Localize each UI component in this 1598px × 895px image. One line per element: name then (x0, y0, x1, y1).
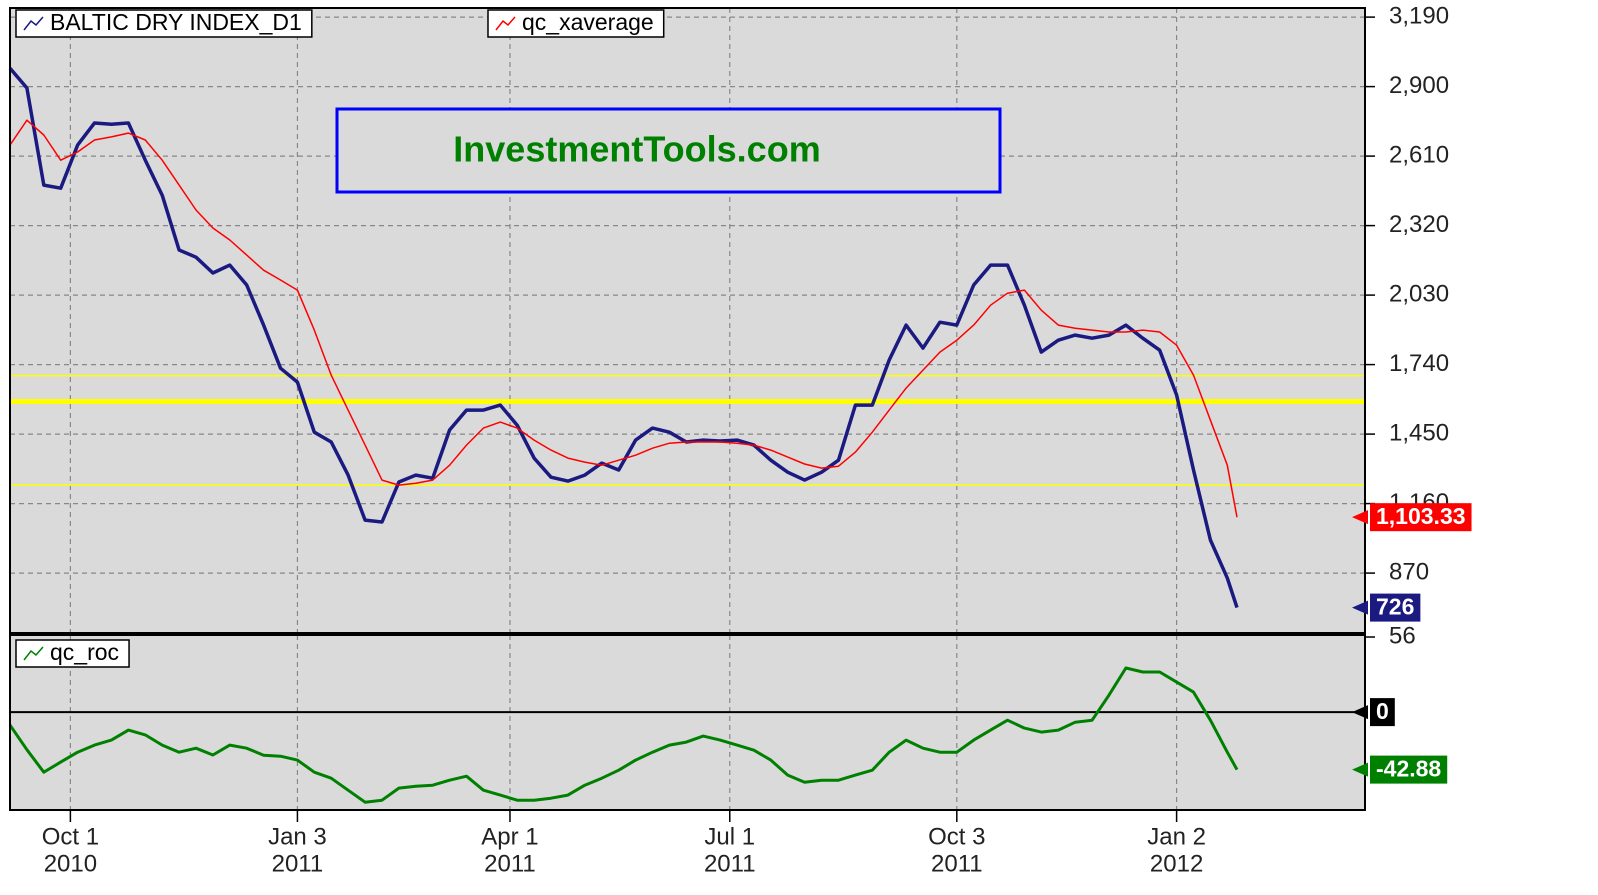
series-line (8, 666, 1239, 804)
x-tick-label: 2012 (1150, 850, 1203, 877)
y-tick-label: 870 (1389, 558, 1429, 585)
tag-label: 726 (1376, 594, 1414, 620)
legend-label: qc_roc (50, 639, 119, 665)
y-tick-label: 2,610 (1389, 141, 1449, 168)
y-tick-label: 2,320 (1389, 211, 1449, 238)
legend-box (487, 9, 665, 38)
x-tick-label: Oct 3 (928, 823, 985, 850)
series-line (8, 67, 1239, 609)
x-tick-label: 2010 (44, 850, 97, 877)
x-tick-label: 2011 (272, 850, 324, 877)
tag-arrow (1352, 705, 1368, 720)
legend-label: qc_xaverage (522, 9, 654, 35)
x-tick-label: Jan 2 (1147, 823, 1206, 850)
x-tick-label: 2011 (484, 850, 536, 877)
series-line (9, 119, 1238, 518)
tag-arrow (1352, 510, 1368, 525)
plot-border (9, 7, 1366, 634)
legend-icon (23, 16, 44, 31)
annotation-box (335, 107, 1002, 194)
tag-box (1370, 593, 1421, 622)
x-tick-label: Oct 1 (42, 823, 99, 850)
tag-arrow (1352, 600, 1368, 615)
legend-icon (23, 646, 44, 661)
tag-label: 1,103.33 (1376, 503, 1466, 529)
legend-label: BALTIC DRY INDEX_D1 (50, 9, 302, 35)
plot-area (10, 635, 1365, 810)
tag-arrow (1352, 762, 1368, 777)
tag-box (1370, 698, 1395, 727)
tag-box (1370, 503, 1472, 532)
annotation: InvestmentTools.com (453, 129, 820, 170)
y-tick-label: 2,030 (1389, 280, 1449, 307)
y-tick-label: 3,190 (1389, 2, 1449, 29)
legend-icon (495, 16, 516, 31)
y-tick-label: 1,450 (1389, 419, 1449, 446)
x-tick-label: Apr 1 (481, 823, 538, 850)
legend-box (15, 9, 313, 38)
x-tick-label: Jul 1 (704, 823, 755, 850)
x-tick-label: Jan 3 (268, 823, 327, 850)
x-tick-label: 2011 (931, 850, 983, 877)
tag-box (1370, 755, 1448, 784)
y-tick-label: 1,740 (1389, 350, 1449, 377)
y-tick-label: 2,900 (1389, 72, 1449, 99)
y-tick-label: 56 (1389, 622, 1416, 649)
x-tick-label: 2011 (704, 850, 756, 877)
tag-label: -42.88 (1376, 756, 1441, 782)
tag-label: 0 (1376, 698, 1389, 724)
plot-area (10, 8, 1365, 633)
